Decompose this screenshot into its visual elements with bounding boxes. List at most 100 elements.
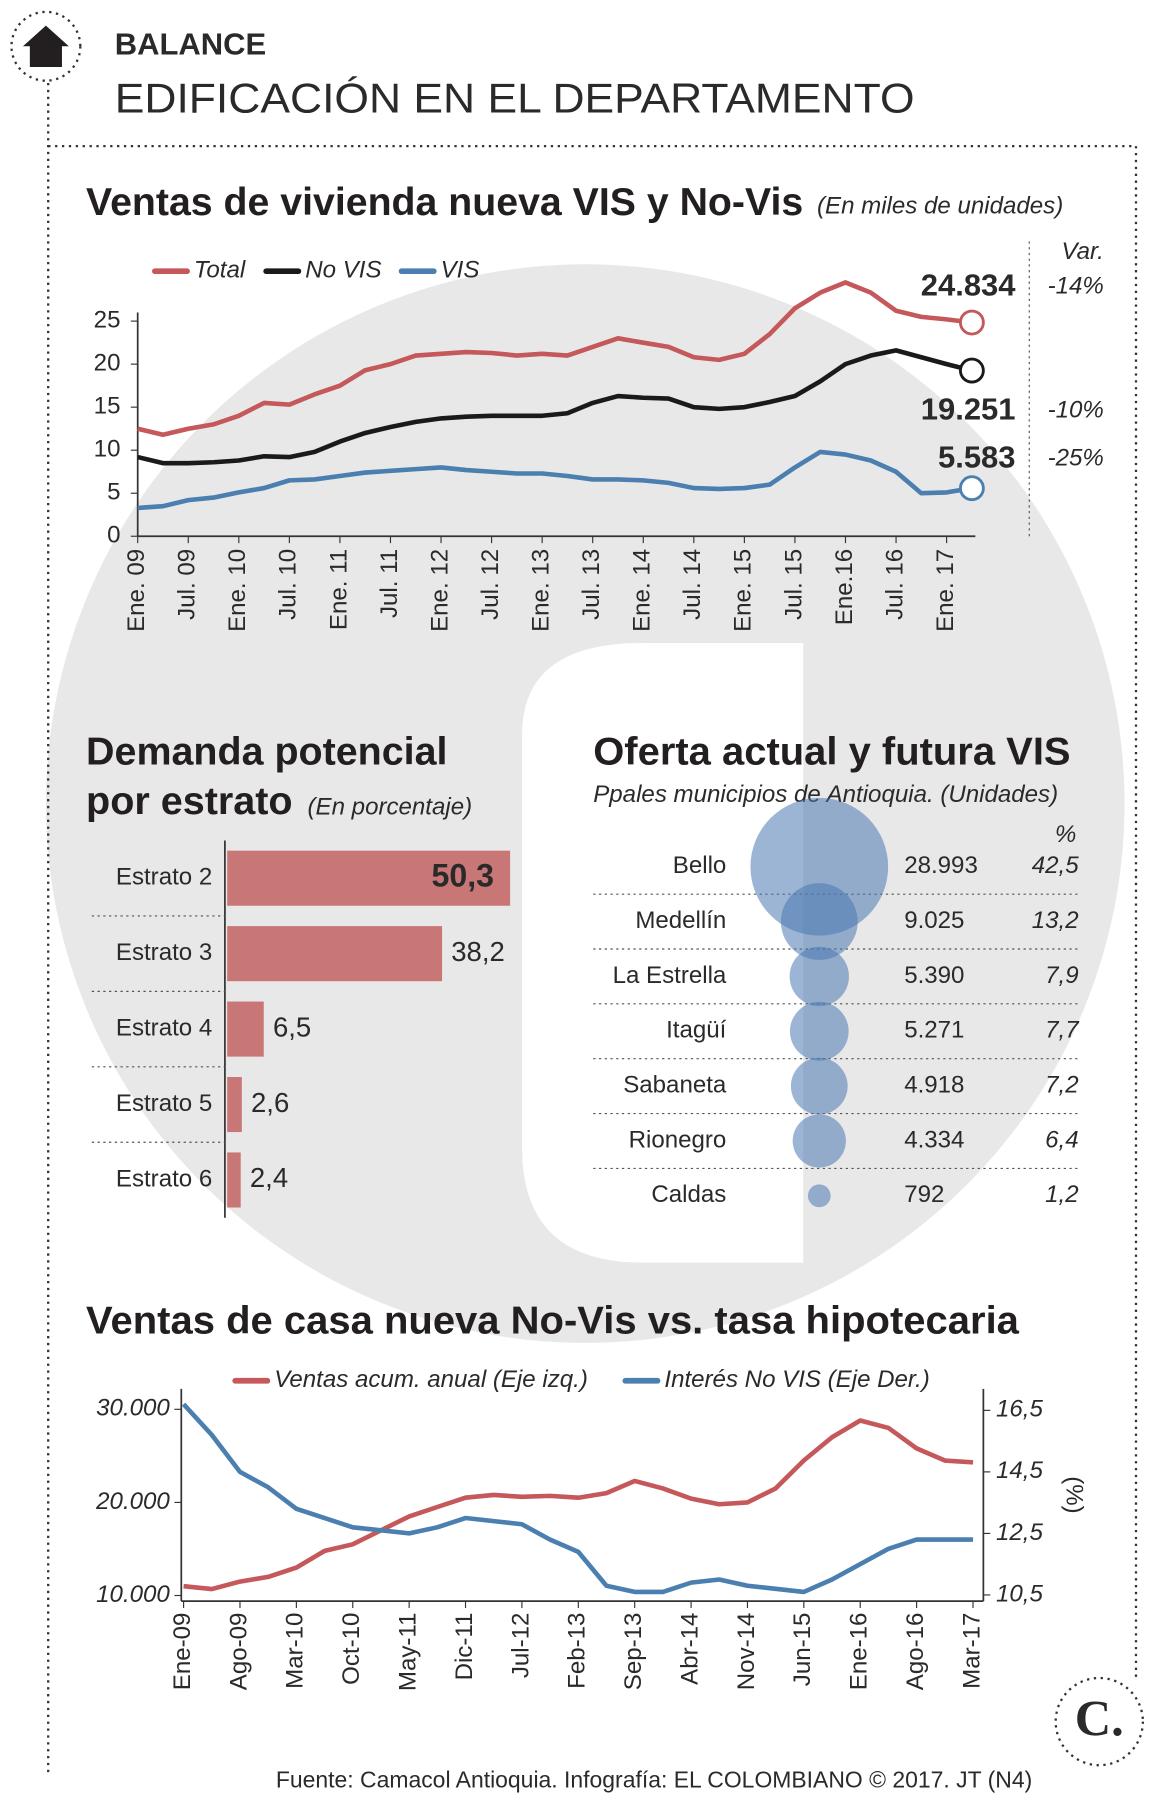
x-tick-label: Ene. 12 (426, 549, 453, 632)
bar (227, 926, 443, 982)
bar (227, 1152, 241, 1208)
frame (10, 10, 1145, 1774)
share-label: 7,7 (1045, 1017, 1080, 1044)
legend-label: Interés No VIS (Eje Der.) (664, 1366, 929, 1393)
category-label: Rionegro (629, 1126, 727, 1153)
x-tick-label: Jul. 16 (881, 549, 908, 620)
footer-source: Fuente: Camacol Antioquia. Infografía: E… (276, 1766, 1032, 1792)
value-label: 4.918 (904, 1071, 964, 1098)
y-tick-label: 5 (107, 479, 120, 506)
x-tick-label: Jul. 15 (780, 549, 807, 620)
x-tick-label: Ago-09 (225, 1613, 252, 1691)
end-label: 5.583 (938, 440, 1016, 475)
y-tick-label: 20 (94, 349, 121, 376)
share-label: 42,5 (1032, 852, 1079, 879)
value-label: 28.993 (904, 852, 978, 879)
value-label: 4.334 (904, 1126, 964, 1153)
end-point (958, 357, 985, 384)
watermark-c (522, 642, 804, 1263)
series-line (137, 449, 973, 511)
legend-label: VIS (441, 257, 480, 284)
logo-ring (1054, 1676, 1145, 1767)
x-tick-label: Ene. 09 (123, 549, 150, 632)
y-tick-label: 30.000 (96, 1395, 170, 1422)
series-line (137, 280, 973, 437)
header-icon-ring (10, 10, 82, 82)
value-label: 2,4 (250, 1162, 288, 1193)
share-label: 13,2 (1032, 907, 1079, 934)
watermark (45, 264, 1125, 1343)
bubble (750, 797, 889, 936)
end-label: 24.834 (921, 267, 1016, 302)
header-title: EDIFICACIÓN EN EL DEPARTAMENTO (115, 75, 915, 121)
x-tick-label: May-11 (394, 1613, 421, 1692)
x-tick-label: Ene. 11 (325, 549, 352, 630)
bubble (792, 1114, 846, 1168)
y-tick-label: 10.000 (96, 1581, 170, 1608)
chart-subtitle: (En porcentaje) (308, 794, 473, 821)
bubble (807, 1184, 831, 1208)
x-tick-label: Mar-10 (282, 1613, 309, 1689)
category-label: Estrato 4 (116, 1014, 212, 1041)
y2-tick-label: 12,5 (996, 1519, 1043, 1546)
x-tick-label: Feb-13 (564, 1613, 591, 1689)
bubble (780, 883, 858, 960)
value-label: 9.025 (904, 907, 964, 934)
x-tick-label: Jul. 12 (477, 549, 504, 620)
x-tick-label: Ago-16 (902, 1613, 929, 1691)
chart-title: Oferta actual y futura VIS (593, 731, 1070, 774)
y2-tick-label: 14,5 (996, 1457, 1043, 1484)
bar (227, 1076, 242, 1133)
category-label: Bello (673, 852, 727, 879)
legend-label: Ventas acum. anual (Eje izq.) (274, 1366, 588, 1393)
category-label: Itagüí (666, 1017, 727, 1044)
value-label: 5.271 (904, 1017, 964, 1044)
x-tick-label: Dic-11 (451, 1613, 478, 1681)
end-point (958, 475, 985, 502)
x-tick-label: Jul. 13 (578, 549, 605, 620)
y-tick-label: 10 (94, 436, 121, 463)
x-tick-label: Jun-15 (789, 1613, 816, 1687)
category-label: Estrato 2 (116, 864, 212, 891)
value-label: 6,5 (273, 1011, 311, 1042)
x-tick-label: Ene. 15 (730, 549, 757, 632)
chart-title: Demanda potencial (86, 731, 447, 774)
y-tick-label: 0 (107, 522, 120, 549)
x-tick-label: Ene. 17 (932, 549, 959, 632)
category-label: Sabaneta (623, 1071, 727, 1098)
x-tick-label: Ene-16 (846, 1613, 873, 1691)
category-label: La Estrella (613, 962, 727, 989)
bar (227, 1001, 264, 1057)
series-line (183, 1418, 974, 1592)
x-tick-label: Ene.16 (831, 549, 858, 625)
y-tick-label: 15 (94, 393, 121, 420)
variation-label: -25% (1048, 445, 1104, 472)
x-tick-label: Jul. 10 (275, 549, 302, 620)
variation-label: -14% (1048, 273, 1104, 300)
value-label: 38,2 (451, 936, 505, 967)
x-tick-label: Ene. 13 (528, 549, 555, 632)
x-tick-label: Nov-14 (733, 1613, 760, 1691)
x-tick-label: Abr-14 (676, 1613, 703, 1685)
value-label: 792 (904, 1181, 944, 1208)
variation-header: Var. (1061, 238, 1103, 265)
share-label: 7,2 (1045, 1071, 1079, 1098)
logo: C. (1075, 1690, 1124, 1746)
y2-tick-label: 10,5 (996, 1580, 1043, 1607)
x-tick-label: Ene-09 (169, 1613, 196, 1691)
x-tick-label: Jul. 11 (376, 549, 403, 618)
chart-title: por estrato (86, 780, 293, 823)
category-label: Medellín (635, 907, 726, 934)
bubble (790, 1057, 848, 1115)
share-label: 6,4 (1045, 1126, 1078, 1153)
x-tick-label: Sep-13 (620, 1613, 647, 1691)
legend-label: Total (194, 257, 246, 284)
category-label: Estrato 6 (116, 1165, 212, 1192)
bar (227, 850, 511, 906)
x-tick-label: Ene. 14 (629, 549, 656, 632)
bubble (789, 1001, 849, 1061)
series-line (137, 348, 973, 466)
share-label: 1,2 (1045, 1181, 1079, 1208)
value-label: 50,3 (432, 858, 495, 894)
